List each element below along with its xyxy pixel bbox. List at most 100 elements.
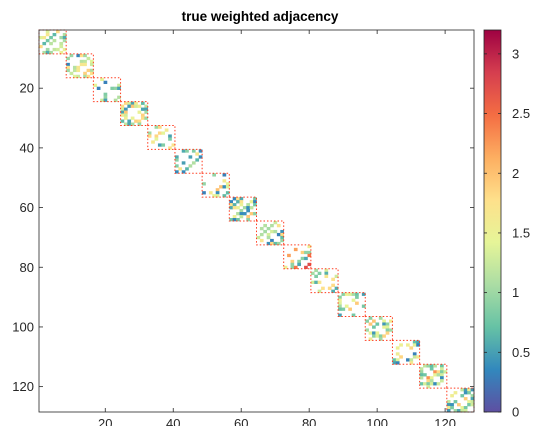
adjacency-cell — [419, 367, 424, 371]
adjacency-cell — [222, 194, 227, 198]
adjacency-cell — [249, 212, 254, 216]
adjacency-cell — [212, 194, 217, 198]
adjacency-cell — [86, 68, 91, 73]
adjacency-cell — [338, 313, 342, 317]
adjacency-cell — [174, 170, 179, 174]
adjacency-cell — [433, 364, 437, 368]
adjacency-cell — [467, 388, 471, 392]
adjacency-cell — [59, 44, 64, 49]
x-tick-label: 60 — [234, 416, 248, 426]
adjacency-cell — [89, 59, 94, 64]
adjacency-cell — [93, 83, 98, 87]
block-outline — [174, 148, 203, 174]
adjacency-cell — [457, 409, 461, 413]
adjacency-cell — [72, 68, 77, 73]
adjacency-cell — [463, 406, 468, 410]
block-outline — [283, 244, 312, 270]
colorbar-axis: 0 0.5 1 1.5 2 2.5 3 — [484, 46, 530, 420]
adjacency-cell — [270, 241, 274, 246]
adjacency-cell — [470, 388, 475, 392]
adjacency-cell — [290, 265, 295, 270]
adjacency-cell — [433, 370, 437, 374]
adjacency-cell — [117, 95, 121, 99]
adjacency-cell — [324, 271, 329, 276]
adjacency-cell — [62, 35, 67, 40]
adjacency-cell — [103, 98, 108, 102]
adjacency-cell — [161, 143, 166, 147]
x-tick-label: 100 — [366, 416, 388, 426]
adjacency-cell — [440, 373, 444, 377]
adjacency-cell — [446, 403, 451, 407]
block-outline — [147, 125, 176, 150]
colorbar-tick-label: 1.5 — [512, 225, 530, 240]
adjacency-cell — [117, 86, 121, 90]
adjacency-cell — [338, 295, 342, 299]
adjacency-cell — [246, 215, 250, 219]
adjacency-cell — [232, 206, 237, 210]
adjacency-cell — [467, 403, 471, 407]
adjacency-cell — [270, 229, 274, 234]
adjacency-cell — [270, 223, 274, 228]
adjacency-cell — [66, 65, 70, 70]
adjacency-cell — [416, 355, 420, 359]
adjacency-cell — [151, 140, 155, 144]
adjacency-cell — [385, 322, 390, 326]
adjacency-cell — [59, 41, 64, 46]
adjacency-cell — [338, 307, 342, 311]
adjacency-cell — [253, 200, 257, 204]
adjacency-cell — [382, 325, 386, 329]
adjacency-cell — [273, 229, 278, 234]
adjacency-cell — [310, 280, 315, 284]
adjacency-cell — [72, 65, 77, 70]
adjacency-cell — [215, 194, 220, 198]
adjacency-cell — [470, 403, 475, 407]
adjacency-cell — [423, 382, 427, 386]
adjacency-cell — [276, 241, 281, 246]
adjacency-cell — [174, 164, 179, 168]
adjacency-cell — [134, 101, 138, 105]
adjacency-cell — [300, 256, 305, 261]
adjacency-cell — [253, 212, 257, 216]
adjacency-cell — [103, 92, 108, 96]
adjacency-cell — [450, 406, 454, 410]
adjacency-cell — [55, 47, 60, 52]
block-outline — [120, 101, 149, 126]
adjacency-cell — [79, 62, 84, 67]
adjacency-cell — [280, 232, 284, 237]
adjacency-cell — [83, 71, 87, 76]
adjacency-cell — [144, 116, 149, 120]
adjacency-cell — [62, 32, 67, 37]
colorbar-tick-label: 2.5 — [512, 106, 530, 121]
adjacency-cell — [168, 146, 172, 150]
x-axis: 20 40 60 80 100 120 — [98, 30, 456, 426]
adjacency-cell — [168, 137, 172, 141]
adjacency-cell — [382, 322, 386, 326]
adjacency-cell — [161, 131, 166, 135]
adjacency-cell — [137, 119, 142, 123]
adjacency-cell — [440, 379, 444, 383]
adjacency-cell — [246, 206, 250, 210]
adjacency-cell — [433, 382, 437, 386]
adjacency-cell — [450, 403, 454, 407]
adjacency-cell — [83, 59, 87, 64]
adjacency-cell — [239, 212, 244, 216]
adjacency-cell — [463, 388, 468, 392]
adjacency-cell — [45, 32, 50, 37]
adjacency-cell — [259, 226, 264, 231]
adjacency-cell — [409, 361, 414, 365]
adjacency-cell — [324, 268, 329, 273]
chart-title: true weighted adjacency — [182, 9, 339, 24]
y-tick-label: 20 — [20, 81, 34, 96]
adjacency-cell — [348, 292, 352, 296]
y-axis: 20 40 60 80 100 120 — [12, 81, 474, 394]
adjacency-cell — [178, 167, 183, 171]
adjacency-cell — [222, 185, 227, 189]
adjacency-cell — [229, 200, 234, 204]
adjacency-cell — [191, 161, 196, 165]
adjacency-cell — [317, 271, 322, 276]
adjacency-cell — [385, 328, 390, 332]
adjacency-cell — [429, 364, 434, 368]
adjacency-cell — [134, 119, 138, 123]
adjacency-cell — [232, 203, 237, 207]
y-tick-label: 60 — [20, 200, 34, 215]
